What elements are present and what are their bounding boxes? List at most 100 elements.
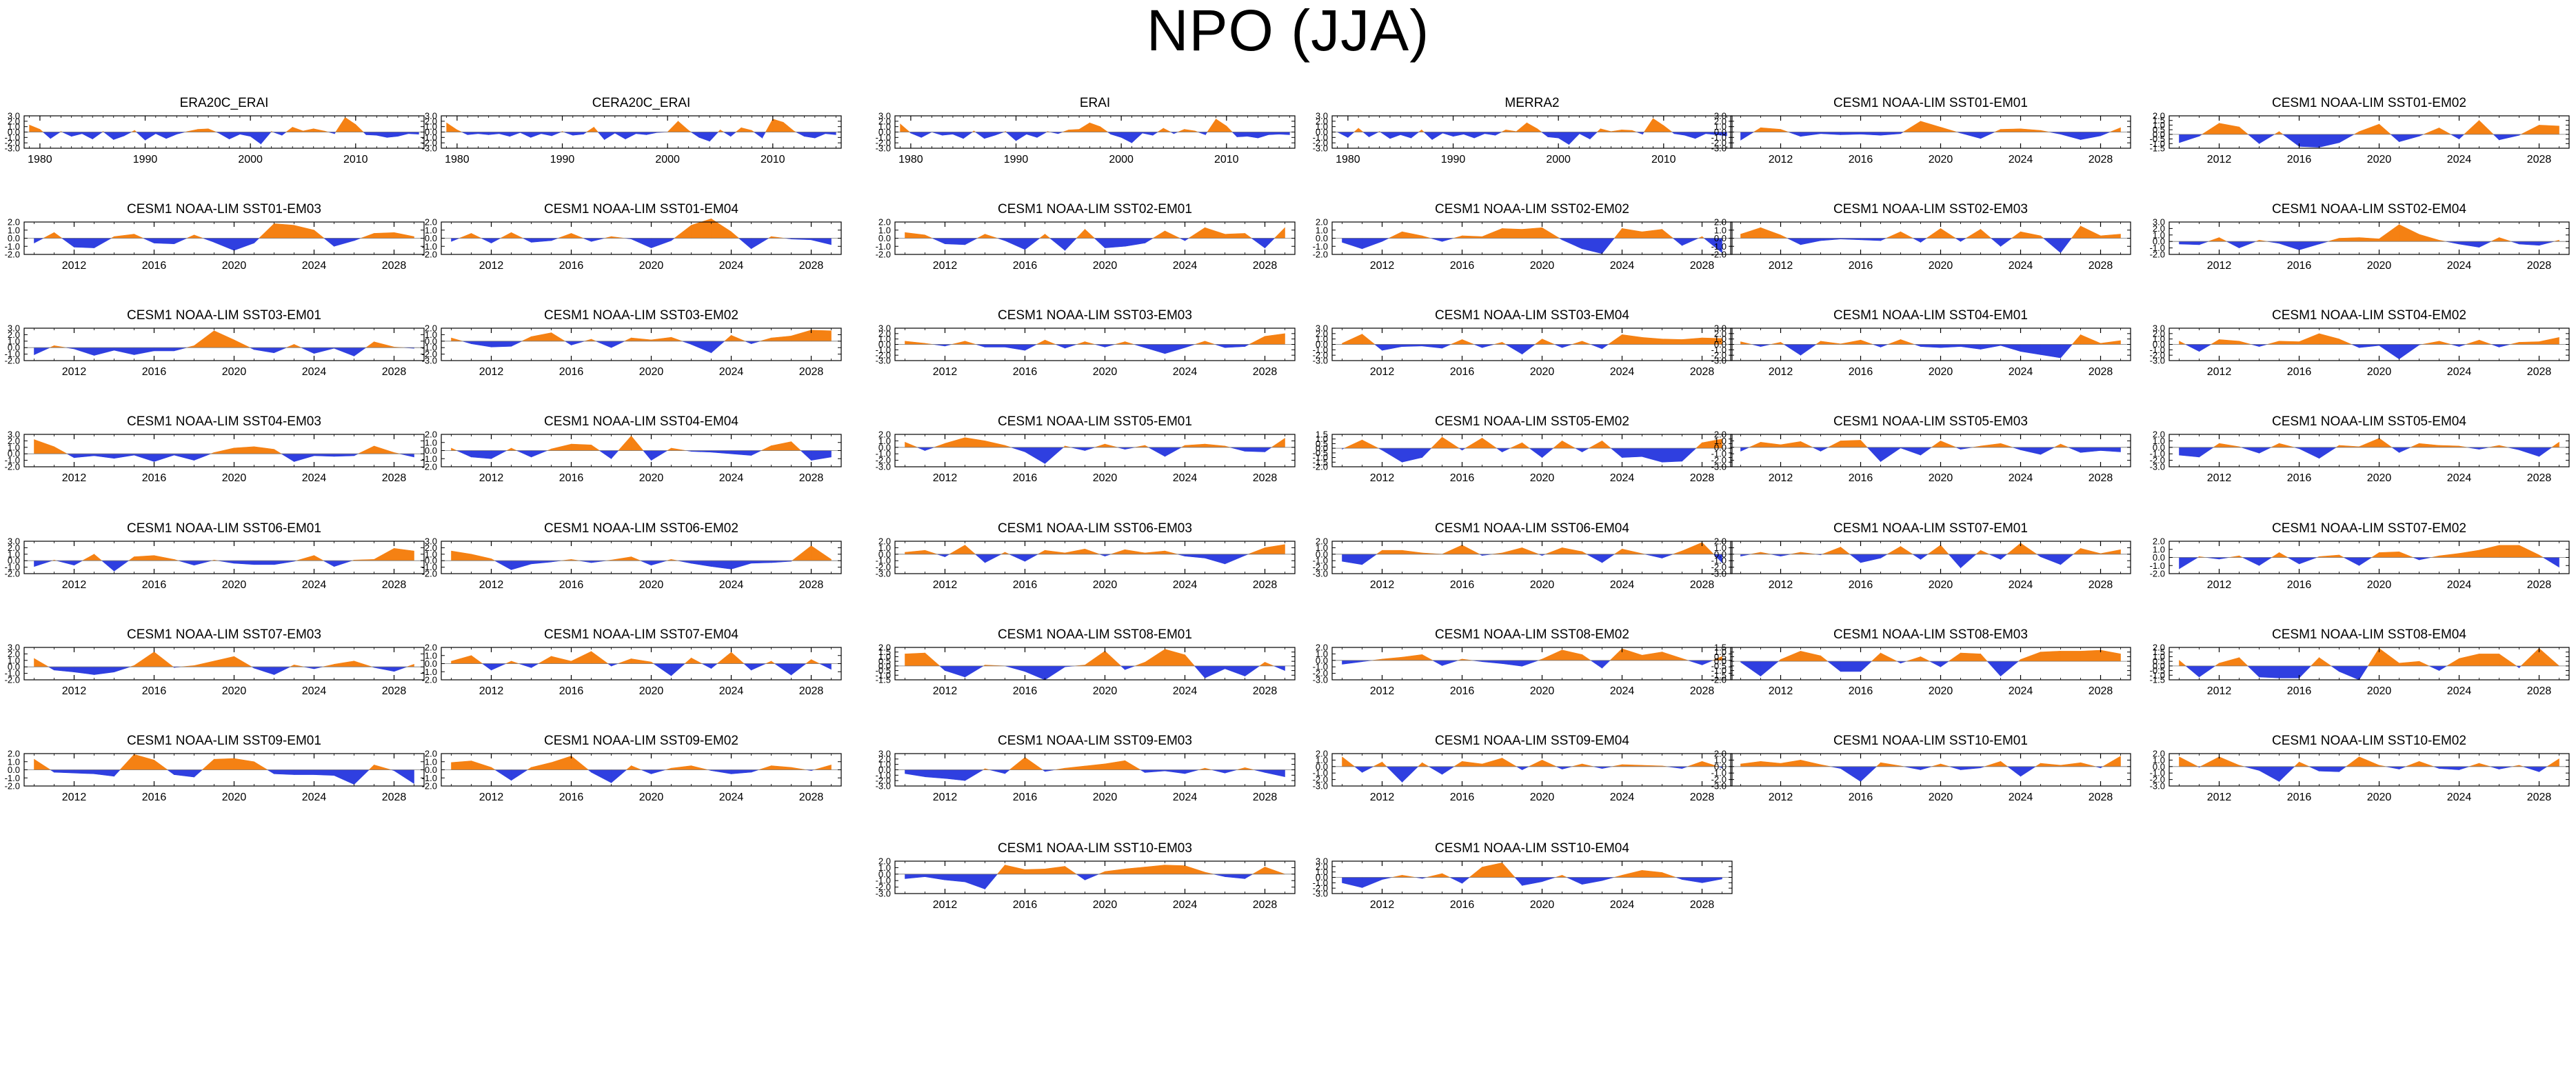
positive-area: [1145, 865, 1165, 875]
y-tick-label: 0.0: [8, 556, 20, 566]
positive-area: [1134, 662, 1145, 667]
negative-area: [272, 132, 283, 136]
y-tick-label: 3.0: [1316, 323, 1328, 334]
plot-frame: [2169, 221, 2570, 255]
y-tick-label: -3.0: [5, 143, 20, 154]
positive-area: [2410, 443, 2419, 448]
negative-area: [1374, 344, 1382, 351]
negative-area: [976, 344, 985, 347]
positive-area: [1125, 867, 1145, 875]
negative-area: [1245, 874, 1254, 879]
negative-area: [274, 666, 290, 675]
negative-area: [1505, 344, 1522, 355]
positive-area: [1105, 650, 1122, 667]
negative-area: [1820, 447, 1829, 452]
positive-area: [1562, 547, 1582, 555]
positive-area: [1940, 763, 1950, 767]
negative-area: [965, 665, 985, 678]
positive-area: [1076, 341, 1085, 345]
positive-area: [134, 652, 154, 667]
positive-area: [1980, 550, 1990, 555]
positive-area: [611, 556, 632, 561]
positive-area: [134, 234, 143, 239]
negative-area: [2068, 447, 2081, 453]
positive-area: [2446, 658, 2459, 667]
negative-area: [2419, 134, 2424, 137]
x-tick-label: 2020: [639, 685, 664, 697]
negative-area: [1587, 554, 1602, 563]
positive-area: [771, 661, 776, 664]
positive-area: [925, 234, 933, 239]
positive-area: [2000, 760, 2009, 767]
negative-area: [541, 132, 552, 137]
x-tick-label: 2020: [2367, 685, 2392, 697]
negative-area: [2244, 766, 2260, 771]
y-tick-label: -2.0: [5, 675, 20, 685]
positive-area: [186, 345, 194, 348]
negative-area: [531, 663, 539, 668]
positive-area: [1358, 128, 1364, 132]
x-tick-label: 2016: [1849, 260, 1873, 272]
negative-area: [1131, 132, 1143, 143]
positive-area: [1940, 544, 1949, 555]
positive-area: [1402, 654, 1422, 661]
positive-area: [451, 550, 472, 561]
negative-area: [1205, 554, 1225, 565]
negative-area: [2036, 554, 2041, 558]
positive-area: [631, 658, 652, 664]
negative-area: [709, 132, 719, 142]
x-tick-label: 2016: [1849, 579, 1873, 591]
negative-area: [74, 453, 94, 459]
positive-area: [945, 437, 965, 448]
negative-area: [2413, 557, 2419, 561]
negative-area: [2539, 241, 2555, 246]
y-tick-label: -2.0: [876, 882, 891, 892]
x-tick-label: 2024: [2447, 366, 2472, 378]
negative-area: [691, 341, 712, 354]
x-tick-label: 2024: [302, 472, 327, 484]
positive-area: [294, 225, 314, 239]
y-tick-label: 1.0: [878, 652, 891, 662]
negative-area: [2000, 238, 2013, 247]
negative-area: [2450, 134, 2459, 140]
x-tick-label: 2024: [1173, 792, 1198, 803]
y-tick-label: 0.0: [1316, 872, 1328, 883]
negative-area: [2000, 661, 2020, 677]
negative-area: [2467, 447, 2479, 450]
negative-area: [751, 663, 766, 671]
x-tick-label: 2024: [1610, 366, 1635, 378]
negative-area: [1529, 447, 1542, 459]
negative-area: [531, 238, 552, 243]
panel-cesm1-noaa-lim-sst05-em01: CESM1 NOAA-LIM SST05-EM012.01.00.0-1.0-2…: [876, 414, 1296, 484]
negative-area: [1185, 238, 1189, 241]
negative-area: [1214, 344, 1225, 348]
positive-area: [314, 230, 325, 239]
y-tick-label: 0.5: [2153, 656, 2165, 667]
positive-area: [1063, 129, 1069, 132]
negative-area: [1026, 132, 1038, 138]
positive-area: [1622, 648, 1642, 661]
x-tick-label: 2016: [559, 685, 584, 697]
negative-area: [254, 666, 274, 675]
positive-area: [1522, 547, 1539, 555]
y-tick-label: -0.5: [1313, 447, 1328, 458]
y-tick-label: 1.5: [2153, 647, 2165, 657]
positive-area: [234, 339, 250, 348]
plot-frame: [1331, 434, 1733, 467]
positive-area: [2359, 756, 2379, 767]
negative-area: [1827, 661, 1841, 672]
negative-area: [920, 132, 932, 138]
negative-area: [1482, 660, 1502, 664]
y-tick-label: 2.0: [878, 328, 891, 339]
x-tick-label: 2024: [1610, 685, 1635, 697]
negative-area: [254, 347, 274, 354]
y-tick-label: 3.0: [425, 111, 437, 121]
y-tick-label: -1.0: [422, 562, 437, 572]
negative-area: [2386, 766, 2399, 769]
negative-area: [2299, 557, 2317, 565]
positive-area: [214, 656, 234, 667]
negative-area: [1245, 447, 1265, 452]
positive-area: [2071, 334, 2081, 345]
positive-area: [2439, 127, 2452, 135]
positive-area: [1482, 228, 1502, 239]
